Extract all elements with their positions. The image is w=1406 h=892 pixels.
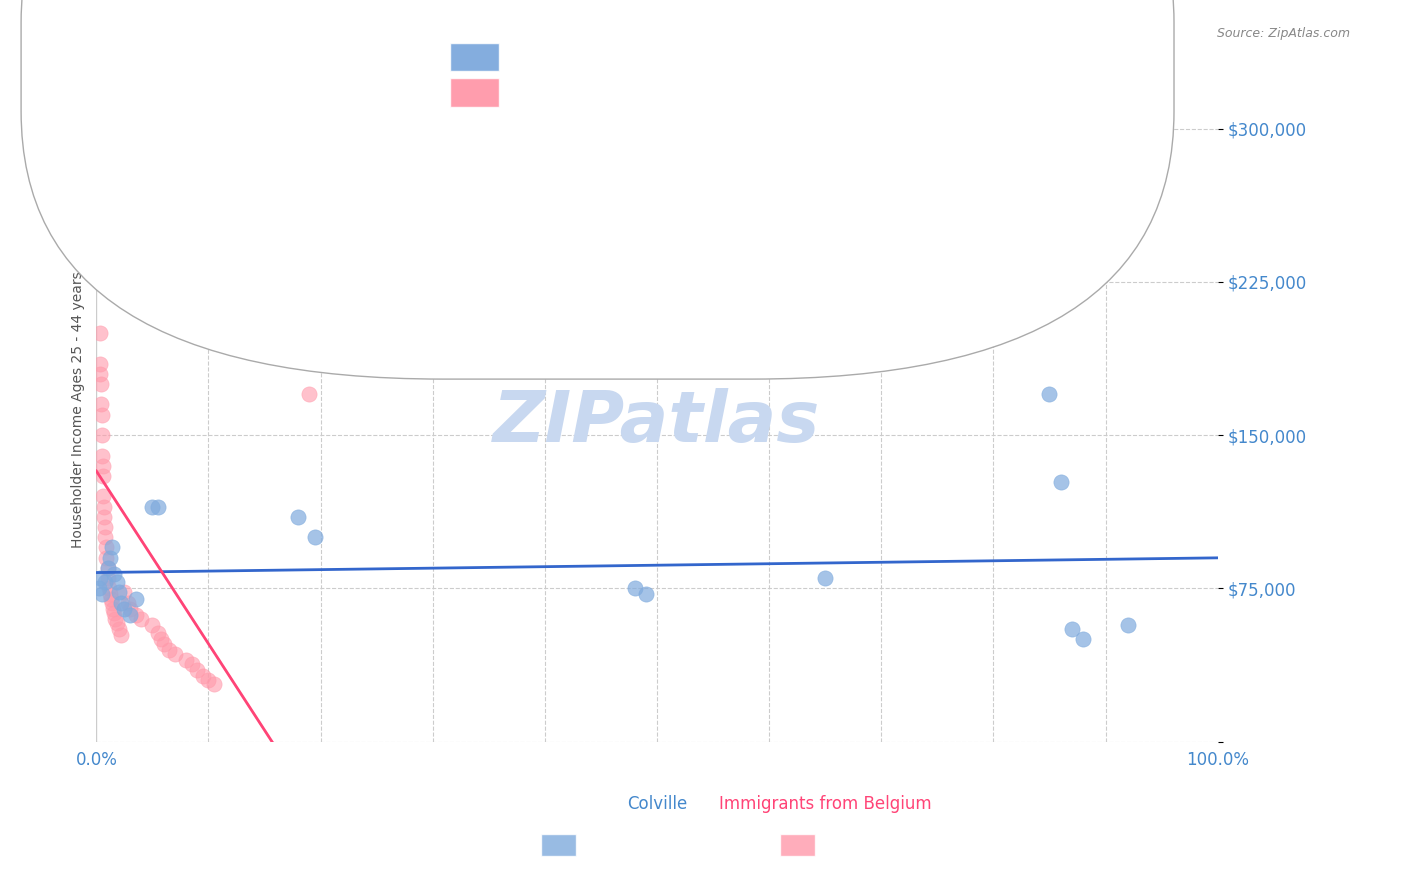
Point (89, 367, 111, 381)
Point (814, 571, 837, 585)
Point (91, 428, 114, 442)
Point (91, 458, 114, 473)
Point (86, 193, 108, 207)
Point (112, 585, 135, 599)
Point (287, 509, 309, 524)
Point (124, 591, 146, 606)
Point (87, 582, 110, 596)
Point (112, 601, 135, 615)
Point (634, 587, 657, 601)
Point (89, 357, 111, 371)
Text: COLVILLE VS IMMIGRANTS FROM BELGIUM HOUSEHOLDER INCOME AGES 25 - 44 YEARS CORREL: COLVILLE VS IMMIGRANTS FROM BELGIUM HOUS… (56, 27, 897, 42)
Point (96, 541, 118, 555)
Point (98, 587, 121, 601)
Point (117, 596, 139, 610)
Point (191, 669, 214, 683)
Point (86, 183, 108, 197)
Point (298, 387, 321, 401)
Point (110, 628, 132, 642)
Point (623, 582, 645, 596)
Point (146, 626, 169, 640)
Point (197, 673, 219, 688)
Point (104, 612, 127, 626)
Text: Immigrants from Belgium: Immigrants from Belgium (718, 795, 932, 813)
Point (94, 575, 117, 590)
Point (146, 500, 169, 514)
Point (141, 618, 163, 632)
Point (110, 596, 132, 610)
Point (86, 186, 108, 201)
Point (90, 397, 112, 411)
Point (107, 622, 129, 636)
Point (91, 408, 114, 422)
Text: Colville: Colville (627, 795, 688, 813)
Point (87, 207, 110, 221)
Text: R =  0.286   N = 53: R = 0.286 N = 53 (506, 84, 668, 102)
Point (174, 653, 197, 667)
Point (103, 567, 125, 582)
Point (1060, 622, 1083, 636)
Point (98, 550, 121, 565)
Point (180, 657, 202, 671)
Point (93, 500, 115, 514)
Point (202, 677, 225, 691)
Text: Source: ZipAtlas.com: Source: ZipAtlas.com (1216, 27, 1350, 40)
Point (94, 530, 117, 544)
Point (157, 642, 180, 657)
Point (89, 571, 111, 585)
Point (1049, 475, 1071, 489)
Point (105, 575, 128, 590)
Text: R =  0.161   N = 26: R = 0.161 N = 26 (506, 49, 669, 67)
Point (91, 469, 114, 483)
Point (141, 500, 163, 514)
Point (91, 489, 114, 503)
Point (89, 326, 111, 340)
Point (124, 607, 146, 622)
Point (186, 663, 208, 677)
Point (97, 571, 120, 585)
Point (101, 601, 124, 615)
Point (1071, 632, 1094, 647)
Point (90, 376, 112, 391)
Point (97, 561, 120, 575)
Point (118, 601, 141, 615)
Point (91, 587, 114, 601)
Point (101, 596, 124, 610)
Point (97, 582, 120, 596)
Point (150, 632, 173, 647)
Point (93, 509, 115, 524)
Point (118, 607, 141, 622)
Y-axis label: Householder Income Ages 25 - 44 years: Householder Income Ages 25 - 44 years (72, 271, 86, 548)
Point (94, 520, 117, 534)
Point (100, 591, 122, 606)
Point (152, 636, 174, 650)
Point (103, 606, 125, 620)
Point (304, 530, 326, 544)
Text: ZIPatlas: ZIPatlas (494, 388, 821, 458)
Point (87, 224, 110, 238)
Point (1116, 618, 1139, 632)
Point (163, 647, 186, 661)
Point (96, 550, 118, 565)
Point (107, 585, 129, 599)
Point (101, 541, 124, 555)
Point (97, 561, 120, 575)
Point (129, 612, 152, 626)
Point (87, 234, 110, 248)
Point (1038, 387, 1060, 401)
Point (105, 616, 128, 631)
Point (91, 449, 114, 463)
